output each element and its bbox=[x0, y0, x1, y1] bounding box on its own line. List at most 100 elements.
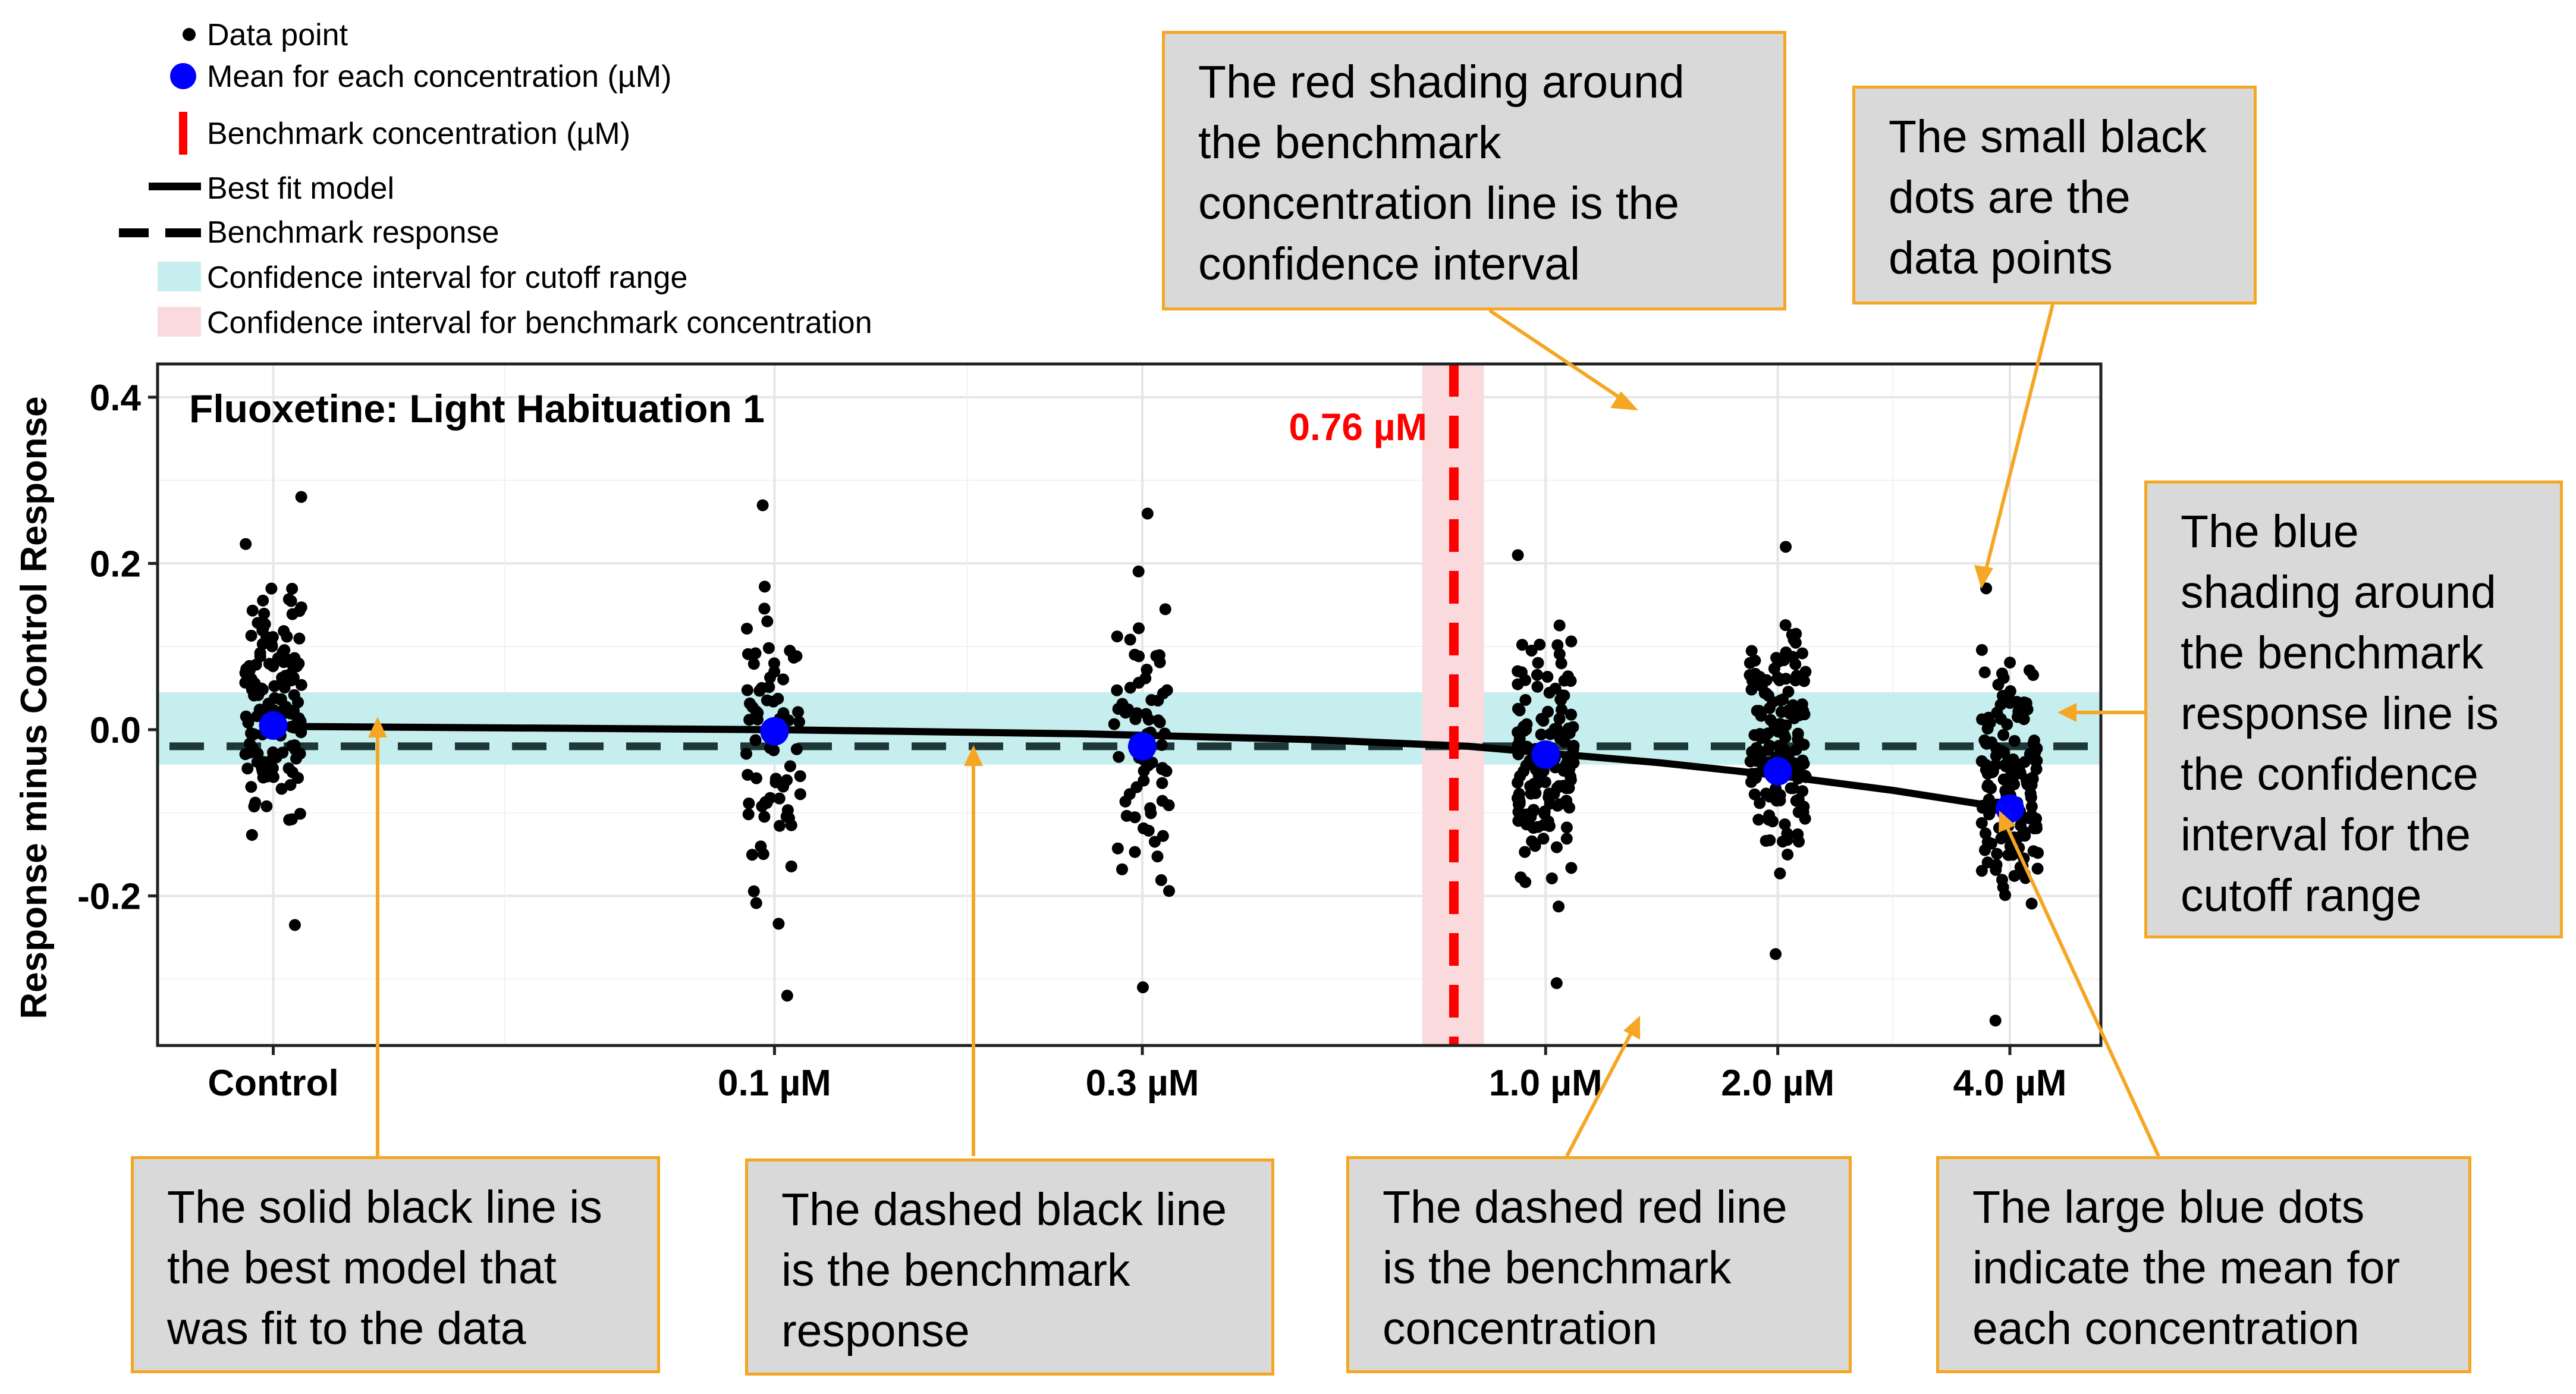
data-point bbox=[265, 582, 278, 595]
data-point bbox=[777, 673, 790, 686]
data-point bbox=[1556, 704, 1568, 716]
data-point bbox=[1565, 635, 1578, 648]
data-point bbox=[2027, 845, 2040, 858]
data-point bbox=[1781, 834, 1793, 846]
data-point bbox=[1537, 714, 1550, 727]
data-point bbox=[1778, 729, 1790, 741]
data-point bbox=[1148, 836, 1161, 848]
data-point bbox=[1763, 739, 1776, 752]
data-point bbox=[1157, 687, 1169, 700]
data-point bbox=[1770, 948, 1782, 960]
data-point bbox=[1141, 664, 1153, 676]
data-point bbox=[1777, 693, 1789, 706]
data-point bbox=[1745, 645, 1758, 657]
data-point bbox=[743, 797, 755, 809]
data-point bbox=[741, 623, 753, 635]
data-point bbox=[757, 848, 769, 861]
data-point bbox=[1743, 669, 1756, 682]
legend-data-point-label: Data point bbox=[207, 18, 348, 52]
data-point bbox=[1518, 765, 1530, 777]
data-point bbox=[1774, 789, 1786, 801]
data-point bbox=[258, 607, 271, 620]
data-point bbox=[1793, 836, 1805, 848]
data-point bbox=[1559, 736, 1571, 748]
data-point bbox=[1113, 751, 1125, 763]
legend-mean-marker bbox=[170, 63, 196, 89]
data-point bbox=[772, 692, 784, 705]
data-point bbox=[1995, 745, 2008, 757]
data-point bbox=[1112, 702, 1124, 715]
mean-marker bbox=[1128, 731, 1157, 761]
data-point bbox=[1532, 821, 1544, 833]
data-point bbox=[1788, 633, 1800, 646]
data-point bbox=[1565, 708, 1578, 721]
arrow-blue-shading-head bbox=[2057, 703, 2076, 722]
arrow-dashed-red bbox=[1565, 1031, 1633, 1157]
data-point bbox=[777, 780, 790, 793]
data-point bbox=[1541, 670, 1554, 683]
data-point bbox=[1539, 776, 1551, 789]
data-point bbox=[1565, 862, 1578, 874]
data-point bbox=[1997, 729, 2010, 741]
data-point bbox=[293, 712, 305, 724]
data-point bbox=[1553, 648, 1566, 660]
data-point bbox=[1136, 981, 1149, 994]
data-point bbox=[1545, 872, 1558, 884]
data-point bbox=[256, 683, 269, 696]
data-point bbox=[1554, 798, 1566, 811]
data-point bbox=[1553, 619, 1566, 632]
data-point bbox=[746, 849, 758, 861]
data-point bbox=[752, 707, 764, 719]
data-point bbox=[295, 491, 307, 503]
data-point bbox=[258, 756, 271, 768]
data-point bbox=[247, 728, 260, 740]
data-point bbox=[1981, 856, 1994, 869]
data-point bbox=[277, 646, 289, 659]
data-point bbox=[1746, 746, 1758, 758]
data-point bbox=[1132, 565, 1145, 577]
mean-marker bbox=[259, 711, 288, 740]
data-point bbox=[240, 538, 252, 550]
data-point bbox=[747, 658, 760, 670]
mean-marker bbox=[1531, 740, 1560, 769]
data-point bbox=[759, 796, 772, 808]
data-point bbox=[1512, 777, 1524, 789]
benchmark-concentration-label: 0.76 µM bbox=[1289, 406, 1427, 448]
data-point bbox=[266, 640, 278, 652]
data-point bbox=[1978, 734, 1991, 746]
data-point bbox=[248, 689, 260, 702]
data-point bbox=[1124, 682, 1136, 694]
data-point bbox=[2004, 657, 2016, 669]
data-point bbox=[747, 885, 760, 897]
data-point bbox=[1780, 719, 1792, 731]
data-point bbox=[1155, 874, 1167, 886]
data-point bbox=[1567, 721, 1579, 733]
data-point bbox=[2012, 711, 2024, 723]
data-point bbox=[1532, 657, 1544, 669]
data-point bbox=[1544, 798, 1556, 810]
data-point bbox=[2024, 787, 2037, 800]
data-point bbox=[1551, 639, 1564, 651]
data-point bbox=[1779, 619, 1792, 632]
callout-dashed-red: The dashed red line is the benchmark con… bbox=[1346, 1156, 1852, 1373]
data-point bbox=[1799, 665, 1812, 678]
data-point bbox=[2001, 718, 2013, 730]
data-point bbox=[285, 595, 297, 607]
data-point bbox=[1796, 647, 1808, 660]
data-point bbox=[1762, 727, 1774, 740]
data-point bbox=[756, 682, 768, 694]
data-point bbox=[1150, 650, 1163, 663]
data-point bbox=[1520, 818, 1532, 831]
data-point bbox=[758, 580, 771, 593]
data-point bbox=[1111, 630, 1123, 643]
data-point bbox=[1124, 633, 1136, 646]
data-point bbox=[1560, 758, 1572, 771]
data-point bbox=[1141, 507, 1154, 520]
callout-small-dots: The small black dots are the data points bbox=[1852, 86, 2257, 304]
data-point bbox=[1550, 977, 1563, 990]
arrow-small-dots bbox=[1983, 304, 2054, 574]
data-point bbox=[1133, 622, 1145, 635]
data-point bbox=[790, 650, 803, 663]
data-point bbox=[1551, 781, 1563, 794]
